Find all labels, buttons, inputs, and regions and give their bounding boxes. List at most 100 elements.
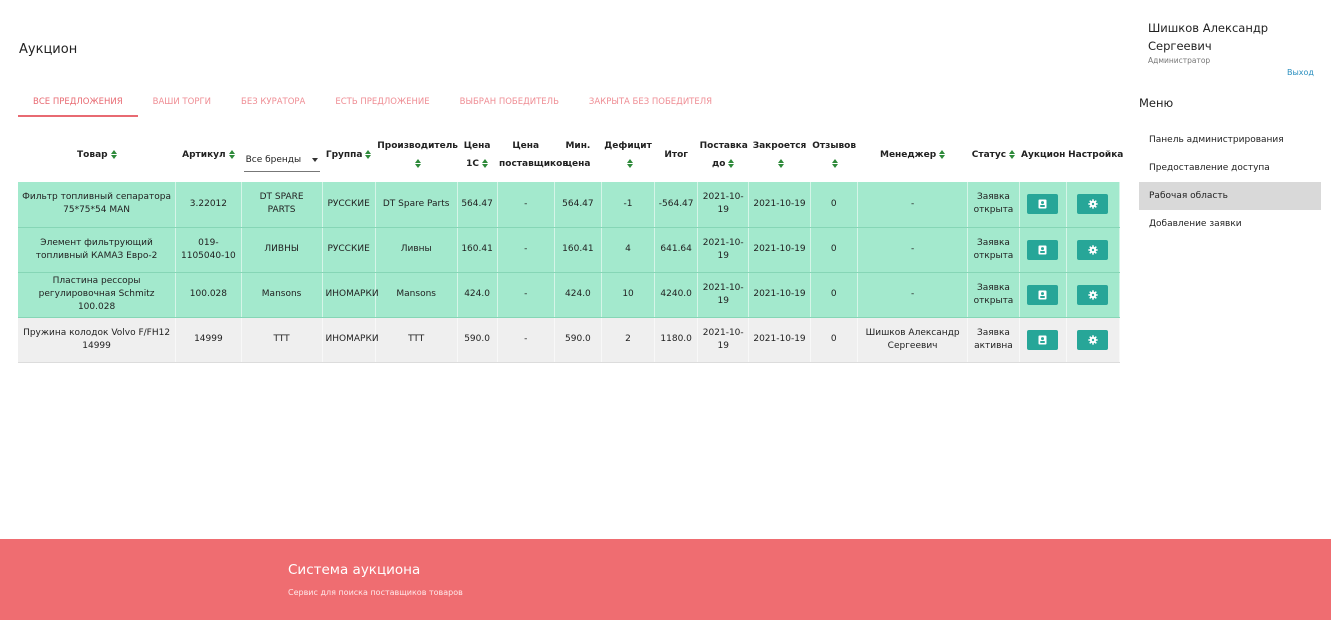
cell-total: 4240.0 [654, 272, 699, 318]
settings-button[interactable] [1077, 239, 1109, 260]
footer-title: Система аукциона [288, 562, 421, 578]
cell-manufacturer: Ливны [375, 227, 458, 273]
menu-item-workspace[interactable]: Рабочая область [1139, 182, 1321, 210]
cell-price-1c: 564.47 [457, 182, 498, 228]
cell-total: 641.64 [654, 227, 699, 273]
cell-brand: ЛИВНЫ [241, 227, 323, 273]
tab-all-offers[interactable]: ВСЕ ПРЕДЛОЖЕНИЯ [18, 96, 138, 117]
cell-product: Фильтр топливный сепаратора 75*75*54 MAN [18, 182, 177, 228]
contact-card-icon [1038, 199, 1047, 209]
settings-button[interactable] [1077, 194, 1109, 215]
menu-title: Меню [1139, 96, 1174, 110]
cell-settings [1066, 317, 1121, 363]
contact-card-icon [1038, 245, 1047, 254]
cell-supplier-price: - [497, 272, 555, 318]
col-min-price: Мин. цена [565, 140, 591, 169]
cell-manager: - [857, 227, 969, 273]
col-price-1c[interactable]: Цена 1С [463, 140, 491, 169]
auction-button[interactable] [1027, 239, 1059, 260]
footer: Система аукциона Сервис для поиска поста… [0, 539, 1331, 620]
cell-manufacturer: DT Spare Parts [375, 182, 458, 228]
sort-icon[interactable] [832, 158, 839, 168]
auction-button[interactable] [1027, 284, 1059, 305]
tab-has-offer[interactable]: ЕСТЬ ПРЕДЛОЖЕНИЕ [335, 97, 430, 107]
cell-price-1c: 160.41 [457, 227, 498, 273]
col-auction: Аукцион [1021, 149, 1066, 160]
cell-manager: - [857, 182, 969, 228]
sort-icon[interactable] [1009, 149, 1016, 159]
cell-group: ИНОМАРКИ [322, 272, 379, 318]
sort-icon[interactable] [228, 149, 235, 159]
cell-supplier-price: - [497, 227, 555, 273]
col-deficit[interactable]: Дефицит [601, 127, 654, 182]
cell-article: 3.22012 [175, 182, 242, 228]
cell-closes: 2021-10-19 [748, 317, 811, 363]
cell-deficit: 4 [601, 227, 656, 273]
col-settings: Настройка [1068, 149, 1124, 160]
gear-icon [1088, 289, 1098, 300]
sort-icon[interactable] [939, 149, 946, 159]
col-manager[interactable]: Менеджер [857, 127, 968, 182]
cell-settings [1066, 272, 1121, 318]
cell-deficit: -1 [601, 182, 656, 228]
cell-supplier-price: - [497, 182, 555, 228]
col-closes[interactable]: Закроется [749, 127, 810, 182]
sort-icon[interactable] [728, 158, 735, 168]
tab-your-bids[interactable]: ВАШИ ТОРГИ [152, 97, 211, 107]
sort-icon[interactable] [482, 158, 489, 168]
cell-min-price: 564.47 [554, 182, 602, 228]
table-row: Элемент фильтрующий топливный КАМАЗ Евро… [18, 227, 1121, 273]
cell-brand: Mansons [241, 272, 323, 318]
settings-button[interactable] [1077, 329, 1109, 350]
cell-reviews: 0 [810, 317, 858, 363]
cell-price-1c: 590.0 [457, 317, 498, 363]
cell-price-1c: 424.0 [457, 272, 498, 318]
cell-total: -564.47 [654, 182, 699, 228]
cell-min-price: 424.0 [554, 272, 602, 318]
tab-no-curator[interactable]: БЕЗ КУРАТОРА [241, 97, 306, 107]
col-reviews[interactable]: Отзывов [810, 127, 857, 182]
sort-icon[interactable] [414, 158, 421, 168]
cell-supplier-price: - [497, 317, 555, 363]
cell-deficit: 10 [601, 272, 656, 318]
sort-icon[interactable] [110, 149, 117, 159]
col-article[interactable]: Артикул [176, 127, 242, 182]
cell-delivery: 2021-10-19 [697, 272, 750, 318]
cell-article: 019-1105040-10 [175, 227, 242, 273]
col-delivery[interactable]: Поставка до [699, 140, 748, 169]
caret-down-icon [311, 158, 318, 162]
auction-button[interactable] [1027, 194, 1059, 215]
cell-group: РУССКИЕ [322, 227, 376, 273]
auction-button[interactable] [1027, 329, 1059, 350]
col-manufacturer[interactable]: Производитель [375, 127, 458, 182]
cell-brand: DT SPARE PARTS [241, 182, 323, 228]
tab-closed-no-winner[interactable]: ЗАКРЫТА БЕЗ ПОБЕДИТЕЛЯ [588, 97, 713, 107]
col-product[interactable]: Товар [18, 127, 176, 182]
cell-status: Заявка открыта [967, 272, 1020, 318]
brand-filter-select[interactable]: Все бренды [243, 150, 320, 172]
menu-item-add-request[interactable]: Добавление заявки [1149, 219, 1242, 229]
cell-deficit: 2 [601, 317, 656, 363]
menu-item-admin-panel[interactable]: Панель администрирования [1149, 135, 1284, 145]
footer-subtitle: Сервис для поиска поставщиков товаров [288, 588, 463, 597]
sort-icon[interactable] [626, 158, 633, 168]
cell-auction [1019, 182, 1067, 228]
sort-icon[interactable] [365, 149, 372, 159]
cell-article: 14999 [175, 317, 242, 363]
menu-item-access[interactable]: Предоставление доступа [1149, 163, 1270, 173]
cell-product: Пружина колодок Volvo F/FH12 14999 [18, 317, 177, 363]
cell-auction [1019, 227, 1067, 273]
table-row: Пружина колодок Volvo F/FH12 14999 14999… [18, 317, 1121, 363]
col-supplier-price: Цена поставщиков [499, 140, 569, 169]
cell-closes: 2021-10-19 [748, 272, 811, 318]
table-header-row: Товар Артикул Все бренды Группа Производ… [18, 127, 1124, 182]
cell-brand: TTT [241, 317, 323, 363]
col-status[interactable]: Статус [968, 127, 1019, 182]
table-row: Пластина рессоры регулировочная Schmitz … [18, 272, 1121, 318]
col-group[interactable]: Группа [322, 127, 375, 182]
tab-winner-chosen[interactable]: ВЫБРАН ПОБЕДИТЕЛЬ [459, 97, 559, 107]
cell-manager: Шишков Александр Сергеевич [857, 317, 969, 363]
sort-icon[interactable] [778, 158, 785, 168]
settings-button[interactable] [1077, 284, 1109, 305]
logout-link[interactable]: Выход [1287, 68, 1314, 77]
